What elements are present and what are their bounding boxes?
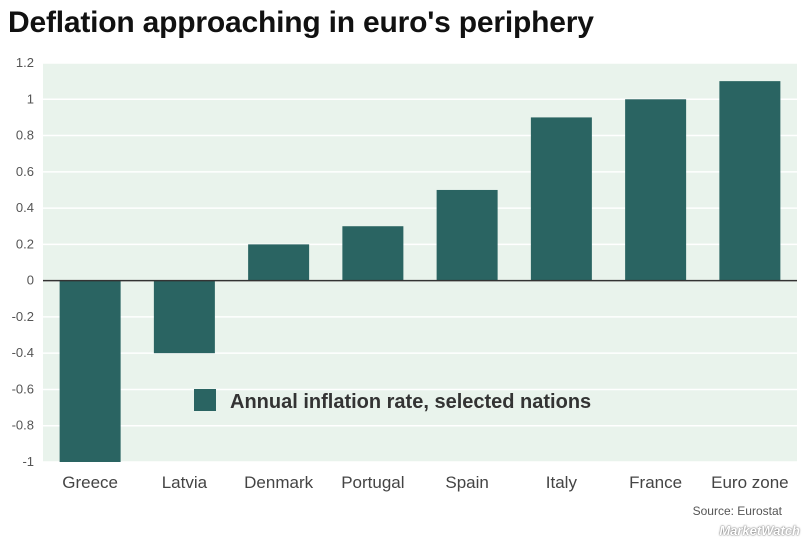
y-tick-label: -1: [22, 454, 34, 469]
bar-spain: [436, 189, 498, 281]
x-category-label: France: [629, 473, 682, 492]
bars: [59, 81, 781, 462]
bar-latvia: [153, 280, 215, 354]
y-tick-label: -0.4: [12, 345, 34, 360]
x-category-label: Portugal: [341, 473, 404, 492]
x-category-label: Italy: [546, 473, 578, 492]
y-tick-label: 1: [27, 91, 34, 106]
y-tick-label: 0.6: [16, 164, 34, 179]
bar-italy: [530, 117, 592, 281]
y-tick-label: -0.8: [12, 418, 34, 433]
y-tick-label: 0.4: [16, 200, 34, 215]
source-note: Source: Eurostat: [692, 504, 782, 518]
y-tick-label: -0.2: [12, 309, 34, 324]
x-category-label: Spain: [445, 473, 488, 492]
bar-greece: [59, 280, 121, 462]
bar-portugal: [342, 226, 404, 281]
x-category-label: Euro zone: [711, 473, 789, 492]
x-category-label: Greece: [62, 473, 118, 492]
chart-title: Deflation approaching in euro's peripher…: [8, 6, 594, 39]
x-category-label: Latvia: [162, 473, 208, 492]
x-axis-categories: Greece Latvia Denmark Portugal Spain Italy Fra…: [62, 473, 788, 492]
y-tick-label: 0.8: [16, 128, 34, 143]
legend-label: Annual inflation rate, selected nations: [230, 391, 591, 413]
y-tick-label: 1.2: [16, 55, 34, 70]
bar-france: [625, 99, 687, 281]
y-tick-label: 0: [27, 273, 34, 288]
legend-swatch: [194, 389, 216, 411]
y-axis-ticks: 1.2 1 0.8 0.6 0.4 0.2 0 -0.2 -0.4 -0.6 -0.8 -1: [12, 55, 34, 469]
y-tick-label: 0.2: [16, 236, 34, 251]
bar-denmark: [248, 244, 310, 281]
x-category-label: Denmark: [244, 473, 313, 492]
y-tick-label: -0.6: [12, 381, 34, 396]
bar-euro-zone: [719, 81, 781, 281]
brand-logo: MarketWatch: [719, 523, 800, 538]
legend: Annual inflation rate, selected nations: [194, 389, 591, 413]
